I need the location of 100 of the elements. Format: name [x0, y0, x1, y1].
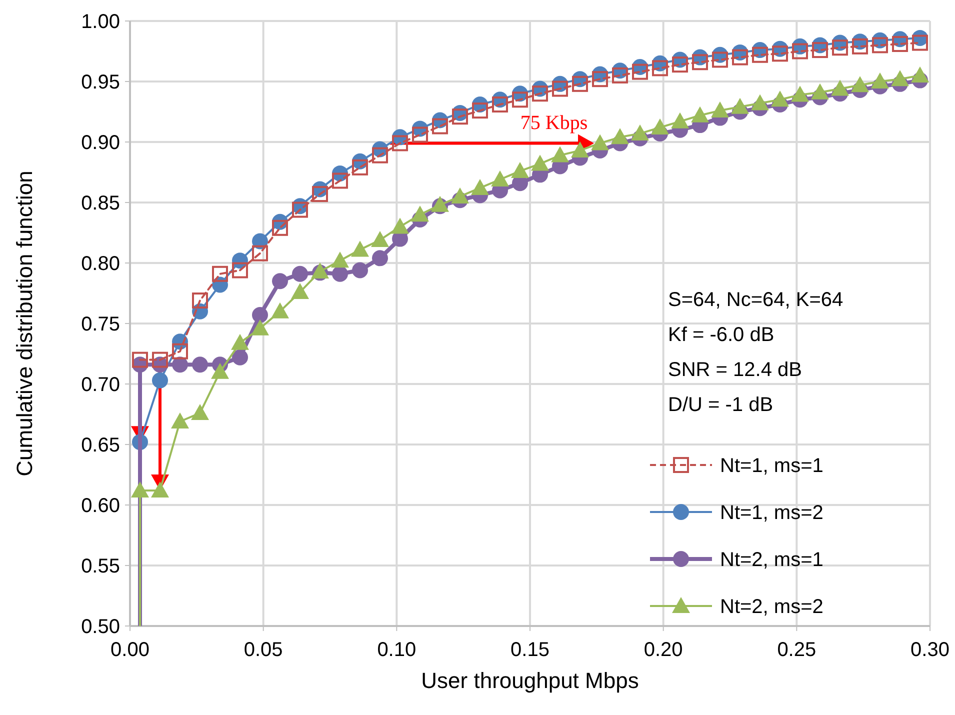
x-axis-title: User throughput Mbps [421, 668, 639, 693]
point [452, 108, 468, 125]
x-tick-label: 0.15 [510, 639, 550, 661]
point [291, 283, 309, 300]
point [372, 250, 388, 266]
point [231, 334, 249, 350]
point [751, 94, 769, 110]
legend-label: Nt=1, ms=1 [720, 455, 824, 477]
y-tick-label: 0.80 [81, 253, 120, 275]
point [191, 404, 209, 420]
point [211, 362, 229, 379]
point [731, 98, 749, 114]
y-tick-label: 0.90 [81, 132, 120, 154]
point [571, 141, 589, 158]
point [532, 86, 548, 102]
annotation: S=64, Nc=64, K=64 [668, 289, 844, 311]
x-tick-label: 0.25 [777, 639, 816, 661]
x-tick-label: 0.05 [244, 639, 283, 661]
point [252, 245, 268, 262]
point [772, 46, 788, 62]
point [432, 118, 448, 134]
point [811, 83, 829, 100]
point [711, 102, 729, 118]
y-axis-title: Cumulative distribution function [12, 170, 37, 476]
point [592, 71, 608, 88]
point [391, 218, 409, 234]
point [832, 40, 848, 56]
point [892, 36, 908, 52]
point [791, 86, 809, 102]
point [131, 481, 149, 498]
annotation: D/U = -1 dB [668, 394, 774, 416]
point [512, 92, 528, 108]
point [812, 42, 828, 58]
point [492, 96, 508, 112]
point [392, 135, 408, 152]
point [272, 220, 288, 236]
y-tick-label: 0.95 [81, 72, 120, 94]
point [292, 202, 308, 218]
point [352, 262, 368, 278]
point [232, 262, 248, 278]
point [652, 60, 668, 76]
point [611, 128, 629, 144]
point [852, 38, 868, 54]
point [371, 231, 389, 248]
point [451, 187, 469, 204]
annotation: 75 Kbps [520, 112, 588, 134]
point [192, 292, 208, 309]
point [792, 43, 808, 60]
point [312, 186, 328, 202]
point [511, 162, 529, 178]
point [232, 349, 248, 366]
y-tick-label: 0.85 [81, 192, 120, 214]
point [631, 124, 649, 141]
point [172, 343, 188, 360]
legend-label: Nt=2, ms=1 [720, 549, 824, 571]
point [911, 66, 929, 82]
point [292, 266, 308, 282]
y-tick-label: 0.65 [81, 434, 120, 456]
point [572, 76, 588, 92]
point [132, 352, 148, 368]
x-tick-label: 0.20 [644, 639, 683, 661]
point [331, 252, 349, 268]
point [651, 118, 669, 134]
point [891, 70, 909, 86]
point [472, 102, 488, 119]
point [531, 154, 549, 171]
y-tick-label: 0.75 [81, 314, 120, 336]
point [332, 266, 348, 282]
point [471, 178, 489, 195]
point [351, 240, 369, 257]
point [252, 307, 268, 324]
point [192, 356, 208, 373]
point [551, 146, 569, 162]
point [352, 159, 368, 176]
point [332, 172, 348, 189]
point [271, 302, 289, 318]
point [851, 76, 869, 92]
point [152, 352, 168, 368]
point [912, 34, 928, 51]
x-tick-label: 0.00 [110, 639, 150, 661]
point [212, 266, 228, 282]
y-tick-label: 0.50 [81, 616, 120, 638]
point [412, 126, 428, 143]
legend-label: Nt=1, ms=2 [720, 502, 824, 524]
point [871, 72, 889, 88]
point [591, 134, 609, 150]
point [872, 37, 888, 54]
point [712, 52, 728, 68]
point [552, 80, 568, 97]
point [411, 206, 429, 222]
point [691, 106, 709, 122]
point [152, 372, 168, 388]
point [671, 112, 689, 128]
y-tick-label: 0.70 [81, 374, 120, 396]
annotation: SNR = 12.4 dB [668, 359, 802, 381]
point [672, 56, 688, 73]
point [612, 67, 628, 84]
y-tick-label: 0.60 [81, 495, 120, 517]
x-tick-label: 0.30 [910, 639, 950, 661]
point [692, 54, 708, 70]
